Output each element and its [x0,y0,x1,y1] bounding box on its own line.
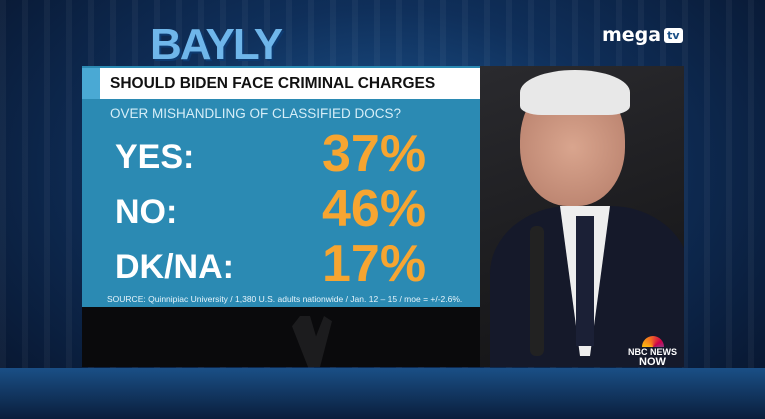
speaker-photo: NBC NEWS NOW [480,66,684,367]
poll-source: SOURCE: Quinnipiac University / 1,380 U.… [107,294,463,304]
poll-graphic: SHOULD BIDEN FACE CRIMINAL CHARGES OVER … [82,66,480,307]
poll-subtitle: OVER MISHANDLING OF CLASSIFIED DOCS? [110,106,402,121]
result-label-no: NO: [115,193,178,231]
poll-title: SHOULD BIDEN FACE CRIMINAL CHARGES [82,68,480,99]
hair [520,70,630,115]
network-bug-line2: NOW [639,356,666,368]
handheld-microphone [530,226,544,356]
network-bug: NBC NEWS NOW [628,336,677,367]
show-logo: BAYLY [150,20,283,69]
video-screen: SHOULD BIDEN FACE CRIMINAL CHARGES OVER … [82,66,684,367]
result-label-dkna: DK/NA: [115,248,234,286]
channel-logo-badge: tv [664,27,683,43]
result-value-yes: 37% [322,125,427,183]
result-value-dkna: 17% [322,235,427,293]
studio-floor [0,368,765,419]
network-bug-line1: NBC NEWS [628,347,677,357]
peacock-icon [641,336,664,347]
result-value-no: 46% [322,180,427,238]
result-label-yes: YES: [115,138,195,176]
tie [576,216,594,346]
podium-microphones [292,316,332,367]
channel-logo-text: mega [602,24,662,46]
channel-logo: mega tv [602,24,683,46]
